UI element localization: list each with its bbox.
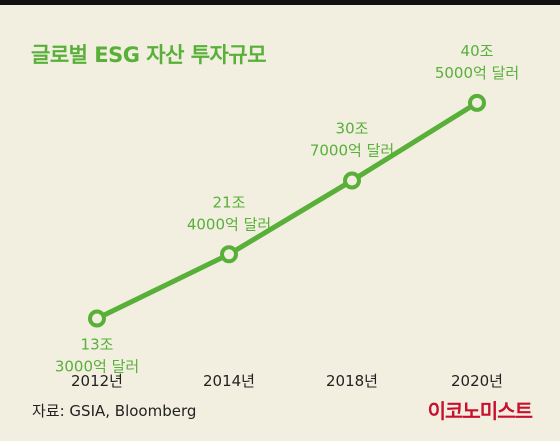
series-line xyxy=(95,100,479,321)
x-tick-label: 2012년 xyxy=(71,372,123,390)
data-label: 13조 xyxy=(81,336,114,354)
chart-title: 글로벌 ESG 자산 투자규모 xyxy=(31,43,267,67)
x-tick-label: 2018년 xyxy=(326,372,378,390)
data-point xyxy=(468,93,486,112)
data-label: 40조 xyxy=(461,42,494,60)
x-tick-label: 2014년 xyxy=(203,372,255,390)
data-label: 3000억 달러 xyxy=(55,358,139,376)
data-label: 4000억 달러 xyxy=(187,215,271,233)
brand-logo: 이코노미스트 xyxy=(427,399,533,423)
data-point xyxy=(88,309,106,328)
data-label: 5000억 달러 xyxy=(435,64,519,82)
data-label: 21조 xyxy=(213,193,246,211)
data-label: 30조 xyxy=(336,120,369,138)
data-point xyxy=(220,245,238,264)
x-tick-label: 2020년 xyxy=(451,372,503,390)
data-label: 7000억 달러 xyxy=(310,142,394,160)
source-note: 자료: GSIA, Bloomberg xyxy=(32,402,197,420)
data-point xyxy=(343,171,361,190)
